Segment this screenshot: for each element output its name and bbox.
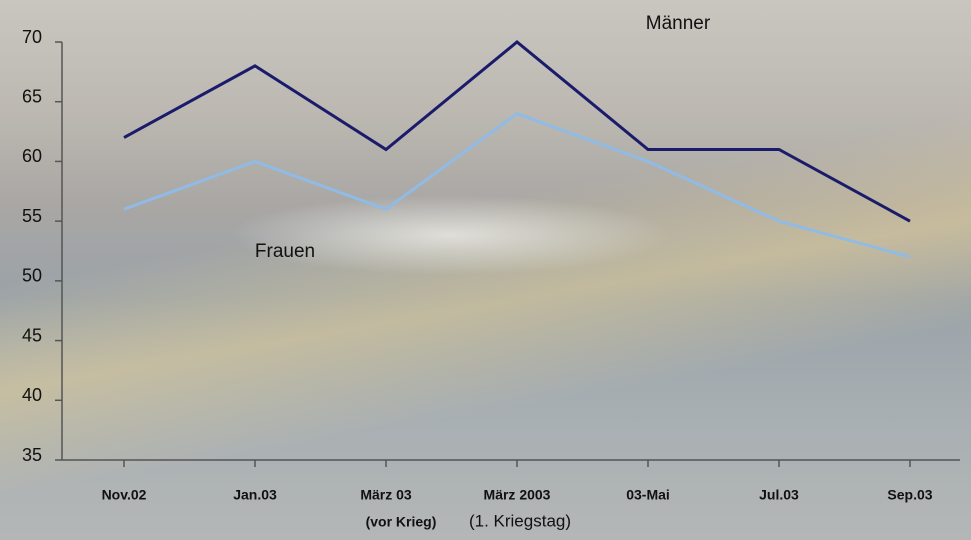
data-line — [124, 114, 910, 257]
y-tick-label: 40 — [22, 385, 42, 405]
x-tick-label: Jul.03 — [759, 487, 799, 503]
y-tick-label: 35 — [22, 445, 42, 465]
annotation: (vor Krieg) — [366, 514, 437, 530]
y-tick-label: 50 — [22, 266, 42, 286]
data-line — [124, 42, 910, 221]
chart-container: 35 40 45 50 55 60 65 70 Nov.02 Jan.03 März 03 März … — [0, 0, 971, 540]
series-label: Männer — [646, 13, 711, 34]
x-tick-label: März 03 — [360, 487, 412, 503]
x-tick-label: März 2003 — [484, 487, 551, 503]
y-tick-label: 55 — [22, 206, 42, 226]
x-tick-label: Sep.03 — [887, 487, 932, 503]
x-tick-label: Jan.03 — [233, 487, 277, 503]
chart: 35 40 45 50 55 60 65 70 Nov.02 Jan.03 März 03 März … — [0, 0, 971, 540]
annotation: (1. Kriegstag) — [469, 511, 571, 530]
y-tick-label: 60 — [22, 146, 42, 166]
y-tick-label: 65 — [22, 86, 42, 106]
x-tick-label: Nov.02 — [102, 487, 147, 503]
y-tick-label: 45 — [22, 325, 42, 345]
y-tick-label: 70 — [22, 27, 42, 47]
series-label: Frauen — [255, 241, 315, 262]
x-tick-label: 03-Mai — [626, 487, 670, 503]
